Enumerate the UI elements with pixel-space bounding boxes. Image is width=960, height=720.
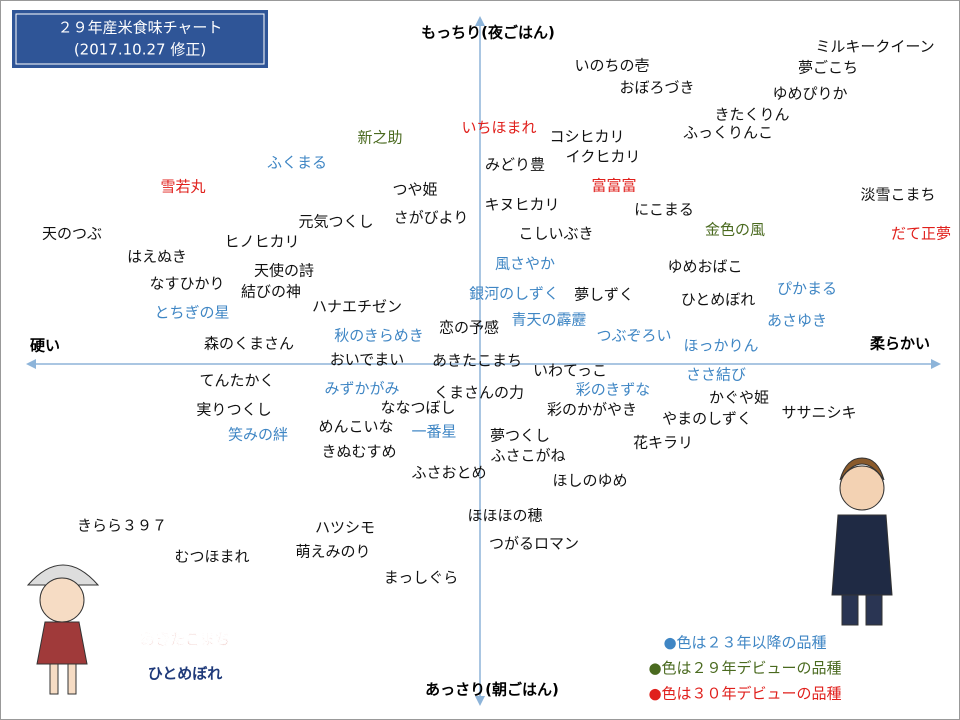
variety-label: 風さやか xyxy=(495,255,555,273)
axis-left-label: 硬い xyxy=(30,337,60,355)
variety-label: おいでまい xyxy=(330,351,405,369)
variety-label: かぐや姫 xyxy=(709,389,769,407)
variety-label: ぴかまる xyxy=(777,280,837,298)
variety-label: ほしのゆめ xyxy=(552,472,627,490)
variety-label: 実りつくし xyxy=(196,401,271,419)
variety-label: ほっかりん xyxy=(683,337,758,355)
title-box-border xyxy=(15,13,265,65)
legend-entry: ●色は２３年以降の品種 xyxy=(663,634,826,652)
variety-label: にこまる xyxy=(634,201,694,219)
variety-label: きらら３９７ xyxy=(77,517,167,535)
variety-label: キヌヒカリ xyxy=(484,196,559,214)
variety-label: 恋の予感 xyxy=(439,319,499,337)
variety-label: ほほほの穂 xyxy=(467,507,542,525)
variety-label: 夢つくし xyxy=(490,427,550,445)
variety-label: 銀河のしずく xyxy=(469,285,559,303)
variety-label: だて正夢 xyxy=(891,225,951,243)
variety-label: 淡雪こまち xyxy=(860,186,935,204)
mascot-girl xyxy=(26,564,100,695)
title-box xyxy=(12,10,268,68)
variety-label: つがるロマン xyxy=(489,535,579,553)
variety-label: きたくりん xyxy=(714,106,789,124)
variety-label: ふくまる xyxy=(267,154,327,172)
variety-label: イクヒカリ xyxy=(566,148,641,166)
axis-top-label: もっちり(夜ごはん) xyxy=(421,24,555,42)
variety-label: てんたかく xyxy=(199,372,274,390)
variety-label: 結びの神 xyxy=(241,283,301,301)
subtitle: (2017.10.27 修正) xyxy=(74,41,206,59)
variety-label: ふさおとめ xyxy=(411,464,486,482)
variety-label: 富富富 xyxy=(591,177,636,195)
variety-label: 秋のきらめき xyxy=(334,327,424,345)
variety-label: はえぬき xyxy=(127,248,187,266)
variety-label: きぬむすめ xyxy=(321,443,396,461)
logo-top: あきたこまち xyxy=(140,631,230,649)
variety-label: 花キラリ xyxy=(633,434,693,452)
mascot-man xyxy=(831,457,893,626)
variety-label: ふさこがね xyxy=(490,447,565,465)
legend-entry: ●色は３０年デビューの品種 xyxy=(648,685,841,703)
variety-label: ハツシモ xyxy=(315,519,375,537)
variety-label: ヒノヒカリ xyxy=(224,233,299,251)
variety-label: あさゆき xyxy=(767,312,827,330)
variety-label: ひとめぼれ xyxy=(681,291,756,309)
variety-label: とちぎの星 xyxy=(154,304,229,322)
variety-label: いのちの壱 xyxy=(574,57,649,75)
variety-label: みどり豊 xyxy=(485,156,545,174)
variety-label: ふっくりんこ xyxy=(683,124,773,142)
variety-label: こしいぶき xyxy=(518,225,593,243)
variety-label: さがびより xyxy=(394,209,469,227)
logo-bottom: ひとめぼれ xyxy=(148,665,223,683)
variety-label: おぼろづき xyxy=(619,79,694,97)
variety-label: ささ結び xyxy=(686,366,746,384)
variety-label: 天のつぶ xyxy=(42,225,102,243)
variety-label: ゆめぴりか xyxy=(772,85,847,103)
axes xyxy=(26,16,941,706)
variety-label: 笑みの絆 xyxy=(228,426,288,444)
variety-label: ゆめおばこ xyxy=(667,258,742,276)
variety-label: 彩のきずな xyxy=(576,381,651,399)
variety-label: 萌えみのり xyxy=(295,543,370,561)
title: ２９年産米食味チャート xyxy=(58,19,223,37)
variety-label: 夢しずく xyxy=(574,286,634,304)
variety-label: 金色の風 xyxy=(705,221,765,239)
variety-label: あきたこまち xyxy=(432,352,522,370)
variety-label: ななつぼし xyxy=(380,399,455,417)
variety-label: コシヒカリ xyxy=(549,128,624,146)
variety-label: ミルキークイーン xyxy=(815,38,934,56)
variety-label: いちほまれ xyxy=(461,119,536,137)
legend-entry: ●色は２９年デビューの品種 xyxy=(648,659,841,677)
legend: ●色は２３年以降の品種 ●色は２９年デビューの品種 ●色は３０年デビューの品種 xyxy=(648,634,841,703)
variety-label: まっしぐら xyxy=(384,569,458,587)
variety-label: むつほまれ xyxy=(174,548,249,566)
variety-label: 元気つくし xyxy=(298,213,373,231)
variety-label: 雪若丸 xyxy=(160,178,205,196)
variety-label: ハナエチゼン xyxy=(312,298,402,316)
variety-label: 彩のかがやき xyxy=(547,401,637,419)
variety-label: なすひかり xyxy=(149,275,224,293)
variety-label: いわてっこ xyxy=(533,362,607,380)
variety-label: くまさんの力 xyxy=(434,384,524,402)
axis-bottom-label: あっさり(朝ごはん) xyxy=(425,681,559,699)
variety-label: みずかがみ xyxy=(324,380,399,398)
variety-label: 青天の霹靂 xyxy=(511,311,586,329)
variety-label: 森のくまさん xyxy=(204,335,294,353)
axis-right-label: 柔らかい xyxy=(870,335,930,353)
variety-label: ササニシキ xyxy=(781,404,856,422)
variety-label: つや姫 xyxy=(392,181,437,199)
variety-label: やまのしずく xyxy=(662,410,752,428)
variety-label: つぶぞろい xyxy=(596,327,671,345)
variety-label: 一番星 xyxy=(411,423,456,441)
variety-label: めんこいな xyxy=(318,418,393,436)
variety-label: 天使の詩 xyxy=(254,262,314,280)
variety-label: 夢ごこち xyxy=(798,59,858,77)
variety-label: 新之助 xyxy=(357,129,402,147)
